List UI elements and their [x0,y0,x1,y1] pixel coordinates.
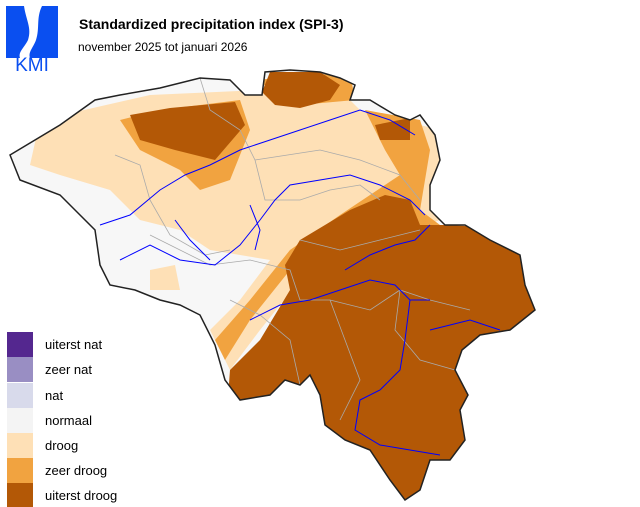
legend-swatch-uiterst-droog [7,483,33,507]
legend-label: droog [45,438,79,453]
legend-label: normaal [45,413,92,428]
legend-label: uiterst nat [45,337,103,352]
legend-swatch-zeer-nat [7,357,33,382]
region-droog [30,80,440,370]
map-title: Standardized precipitation index (SPI-3) [79,16,344,32]
legend-label: nat [45,388,64,403]
legend-swatch-normaal [7,408,33,433]
legend-swatch-nat [7,383,33,408]
map-subtitle: november 2025 tot januari 2026 [78,40,248,54]
legend-swatch-uiterst-nat [7,332,33,357]
legend-label: uiterst droog [45,488,118,503]
province-borders [114,77,471,421]
legend-swatch-zeer-droog [7,458,33,483]
svg-text:KMI: KMI [15,55,49,72]
legend-label: zeer nat [45,362,92,377]
legend-label: zeer droog [45,463,108,478]
legend-swatch-droog [7,433,33,458]
kmi-logo: KMI [6,6,58,72]
rivers [99,109,501,456]
